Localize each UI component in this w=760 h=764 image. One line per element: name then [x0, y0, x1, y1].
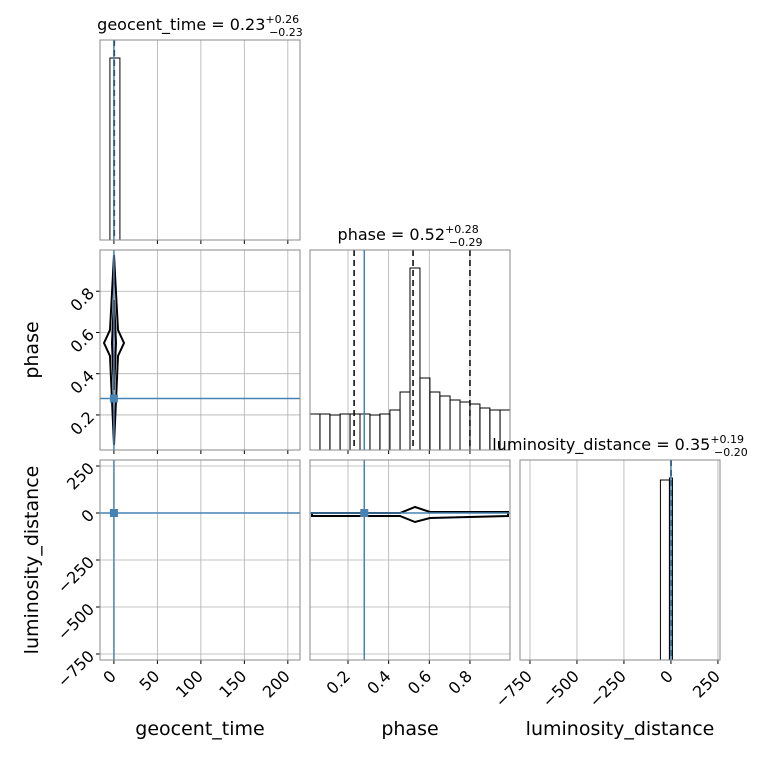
title-upper: +0.19: [710, 433, 744, 446]
title-main: geocent_time = 0.23: [97, 15, 265, 35]
truth-point: [109, 394, 118, 403]
contour: [311, 505, 509, 524]
title-main: phase = 0.52: [338, 225, 445, 244]
title-lower: −0.20: [714, 446, 748, 459]
truth-point: [109, 509, 118, 518]
panel-frame: [309, 459, 511, 661]
x-axis-label: geocent_time: [135, 718, 264, 740]
x-axis-label: phase: [381, 718, 438, 740]
panel-frame: [99, 249, 301, 451]
y-axis-label: luminosity_distance: [21, 466, 43, 655]
panel-frame: [99, 39, 301, 241]
title-upper: +0.26: [265, 13, 299, 26]
panel-title: phase = 0.52+0.28 −0.29: [338, 223, 483, 249]
panel-title: luminosity_distance = 0.35+0.19 −0.20: [492, 433, 748, 459]
x-axis-label: luminosity_distance: [526, 718, 715, 740]
title-lower: −0.23: [269, 26, 303, 39]
panel-frame: [99, 459, 301, 661]
panel-frame: [519, 459, 721, 661]
title-lower: −0.29: [449, 236, 483, 249]
panel-frame: [309, 249, 511, 451]
panel-title: geocent_time = 0.23+0.26 −0.23: [97, 13, 303, 39]
y-axis-label: phase: [21, 321, 43, 378]
truth-point: [360, 509, 369, 518]
title-upper: +0.28: [445, 223, 479, 236]
title-main: luminosity_distance = 0.35: [492, 435, 710, 455]
